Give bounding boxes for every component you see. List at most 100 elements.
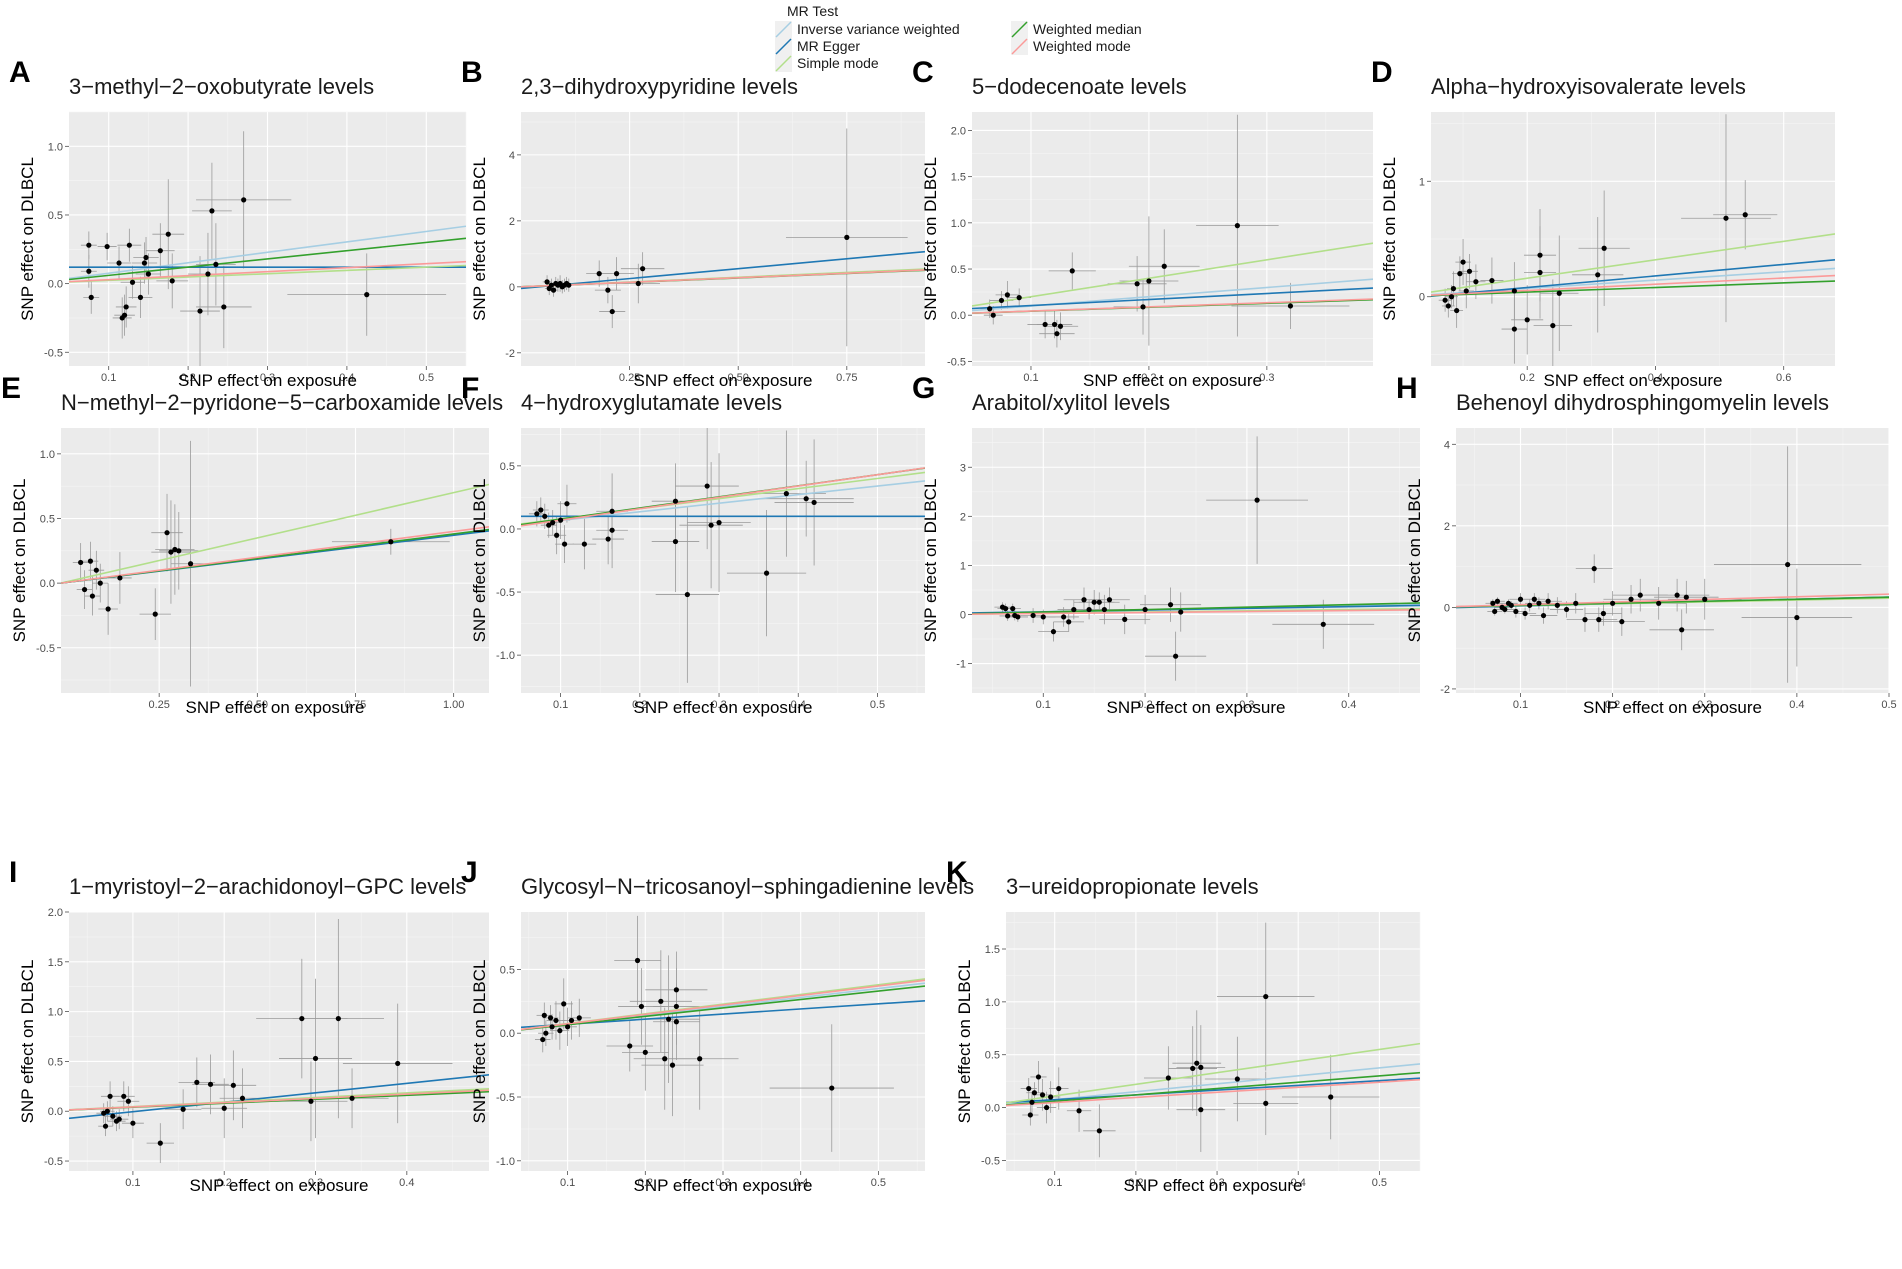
data-point [1454,307,1460,314]
data-point [230,1082,236,1088]
data-point [543,1030,549,1036]
panel-title: 3−methyl−2−oxobutyrate levels [69,74,374,99]
data-point [609,508,615,514]
data-point [534,511,540,517]
y-tick-label: 1.5 [951,172,966,184]
x-axis-label: SNP effect on exposure [1124,1176,1303,1195]
x-tick-label: 0.2 [1141,372,1156,384]
data-point [581,541,587,547]
y-tick-label: 1 [1419,176,1425,188]
regression-line-inverse-variance-weighted [69,225,466,280]
panel-title: 3−ureidopropionate levels [1006,874,1259,899]
plot-area [972,436,1420,681]
regression-line-weighted-median [1431,280,1835,297]
data-point [658,998,664,1004]
data-point [1619,619,1625,625]
data-point [811,499,817,506]
data-point [609,308,615,315]
data-point [1591,566,1597,572]
data-point [1003,605,1009,612]
y-axis-label: SNP effect on DLBCL [1380,157,1399,321]
data-point [998,297,1005,304]
data-point [541,1012,547,1018]
y-tick-label: 0.5 [48,1056,63,1068]
y-tick-label: -1.0 [496,1156,515,1168]
y-axis-label: SNP effect on DLBCL [955,960,974,1124]
y-tick-label: -1.0 [496,650,515,662]
x-axis-label: SNP effect on exposure [1583,698,1762,717]
x-tick-label: 0.2 [1137,699,1152,711]
data-point [844,234,850,240]
data-point [1016,295,1022,301]
data-point [1004,292,1010,298]
data-point [1061,614,1067,620]
regression-line-weighted-mode [521,979,925,1031]
panel-c: C 5−dodecenoate levels 0.1 0.2 0.3 -0.5 0.0 0.5… [912,56,1373,390]
y-tick-label: 0 [960,609,966,621]
regression-line-weighted-mode [1006,1078,1420,1107]
y-tick-label: -2 [1440,684,1450,696]
data-point [1490,600,1496,606]
data-point [164,530,170,536]
regression-line-weighted-mode [972,609,1420,615]
y-tick-label: 2 [509,216,515,228]
data-point [241,197,247,203]
x-tick-label: 0.75 [836,372,857,384]
data-point [88,294,94,300]
x-tick-label: 0.1 [1513,699,1528,711]
x-axis-label: SNP effect on exposure [186,698,365,717]
y-tick-label: 1.0 [40,449,55,461]
plot-background [521,112,925,366]
data-point [1101,606,1107,613]
data-point [1194,1060,1200,1066]
legend-entry-mr-egger: MR Egger [775,38,860,55]
data-point [116,1116,122,1122]
data-point [93,567,99,573]
data-point [172,546,178,553]
data-point [1537,252,1543,258]
panel-title: Alpha−hydroxyisovalerate levels [1431,74,1746,99]
data-point [86,268,92,274]
data-point [1460,259,1466,265]
data-point [145,271,151,277]
data-point [558,517,564,523]
data-point [1031,1090,1038,1096]
panel-title: N−methyl−2−pyridone−5−carboxamide levels [61,390,503,415]
data-point [87,558,94,564]
panel-b: B 2,3−dihydroxypyridine levels 0.25 0.50 0.7… [461,56,925,390]
data-point [565,1024,571,1030]
data-point [1679,627,1685,633]
data-point [1522,610,1528,617]
plot-area [1006,922,1420,1158]
data-point [1596,617,1602,623]
data-point [548,282,555,288]
data-point [1142,606,1148,613]
data-point [546,522,552,528]
data-point [125,1098,131,1104]
x-axis-label: SNP effect on exposure [634,1176,813,1195]
data-point [1537,269,1543,276]
x-tick-label: 0.1 [553,699,568,711]
y-tick-label: 0.0 [500,524,515,536]
x-tick-label: 0.1 [1047,1177,1062,1189]
data-point [78,559,84,566]
y-tick-label: -0.5 [496,587,515,599]
x-tick-label: 0.2 [632,699,647,711]
data-point [187,561,194,567]
y-tick-label: 0.0 [40,578,55,590]
x-tick-label: 0.3 [260,372,275,384]
regression-line-simple-mode [1006,1042,1420,1104]
gridlines [61,428,489,693]
data-point [1524,317,1530,323]
plot-background [972,112,1373,366]
legend: MR Test Inverse variance weighted MR Egg… [775,3,1142,72]
regression-line-weighted-mode [1431,274,1835,296]
data-point [1122,616,1128,622]
panel-letter: I [9,856,17,889]
data-point [1042,321,1048,328]
data-point [205,271,211,277]
x-tick-label: 0.4 [1648,372,1663,384]
x-tick-label: 0.4 [1291,1177,1306,1189]
data-point [547,1015,554,1021]
y-tick-label: 1.0 [951,218,966,230]
